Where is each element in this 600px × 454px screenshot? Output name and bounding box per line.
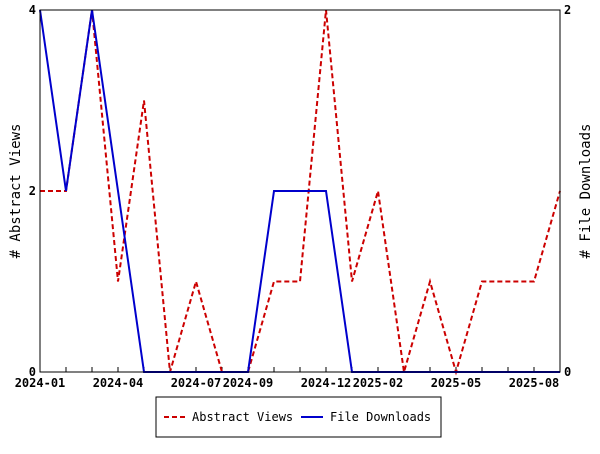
tick-labels: 2024-01 2024-04 2024-07 2024-09 2024-12 2025-… — [15, 3, 572, 390]
legend-label-file-downloads: File Downloads — [330, 410, 431, 424]
y2-tick-label: 0 — [564, 365, 571, 379]
x-tick-label: 2025-02 — [353, 376, 404, 390]
x-tick-label: 2024-09 — [223, 376, 274, 390]
legend-label-abstract-views: Abstract Views — [192, 410, 293, 424]
y2-tick-label: 2 — [564, 3, 571, 17]
y2-axis-label: # File Downloads — [578, 124, 594, 259]
x-tick-label: 2024-01 — [15, 376, 66, 390]
series-lines — [39, 9, 561, 376]
legend-box — [155, 396, 442, 438]
x-tick-label: 2025-05 — [431, 376, 482, 390]
y-tick-label: 0 — [29, 365, 36, 379]
x-tick-label: 2024-12 — [301, 376, 352, 390]
y-axis-label: # Abstract Views — [8, 124, 24, 259]
series-line-file-downloads — [39, 9, 560, 373]
x-tick-label: 2025-08 — [509, 376, 560, 390]
legend: Abstract Views File Downloads — [155, 396, 442, 438]
y-tick-label: 2 — [29, 184, 36, 198]
x-tick-label: 2024-04 — [93, 376, 144, 390]
series-line-abstract-views — [40, 9, 561, 376]
x-tick-label: 2024-07 — [171, 376, 222, 390]
plot-frame — [39, 9, 561, 373]
y-tick-label: 4 — [29, 3, 36, 17]
